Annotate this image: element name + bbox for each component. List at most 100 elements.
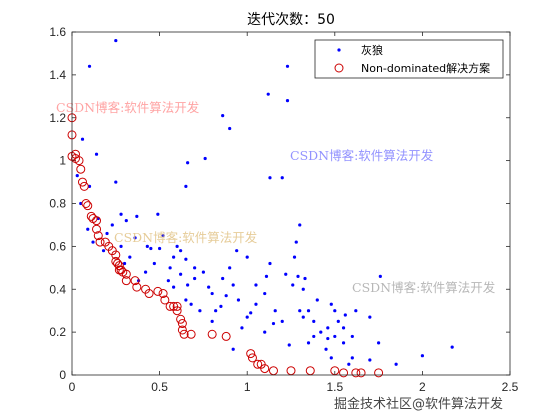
data-point — [287, 343, 291, 347]
y-tick-label: 0 — [59, 368, 66, 382]
data-point — [333, 334, 337, 339]
data-point — [207, 285, 211, 289]
data-point — [168, 266, 172, 270]
data-point — [186, 161, 190, 165]
data-point — [228, 266, 232, 270]
y-axis: 0 0.2 0.4 0.6 0.8 1 1.2 1.4 1.6 — [49, 25, 510, 382]
legend-marker-circle — [334, 63, 344, 73]
data-point — [296, 274, 300, 278]
pareto-point — [286, 366, 296, 376]
data-point — [264, 274, 269, 278]
data-point — [319, 330, 323, 334]
pareto-point — [221, 331, 231, 341]
pareto-point — [81, 199, 91, 208]
pareto-point — [351, 368, 361, 378]
watermark-text: CSDN博客:软件算法开发 — [56, 100, 200, 115]
data-point — [105, 231, 109, 236]
data-point — [221, 114, 225, 118]
data-point — [122, 261, 127, 266]
pareto-point — [172, 301, 182, 311]
data-point — [329, 302, 333, 306]
data-point — [179, 249, 183, 253]
data-point — [368, 315, 372, 319]
pareto-point — [207, 329, 217, 339]
pareto-point — [165, 301, 175, 311]
data-point — [450, 345, 454, 349]
data-point — [292, 255, 297, 259]
data-point — [343, 313, 347, 317]
data-point — [291, 283, 295, 287]
pareto-point — [172, 306, 182, 316]
pareto-point — [78, 177, 88, 187]
data-point — [179, 272, 183, 276]
data-point — [86, 227, 90, 231]
pareto-point — [247, 353, 257, 363]
pareto-point — [374, 368, 384, 378]
pareto-point — [111, 250, 121, 260]
y-tick-label: 0.2 — [49, 325, 66, 339]
pareto-point — [144, 289, 154, 299]
data-point — [161, 234, 165, 238]
pareto-point — [177, 319, 187, 329]
data-point — [114, 38, 118, 43]
data-point — [166, 279, 170, 283]
pareto-point — [121, 276, 131, 286]
data-point — [306, 309, 311, 313]
x-tick-label: 2 — [419, 380, 426, 394]
x-tick-label: 0.5 — [151, 380, 168, 394]
x-axis: 0 0.5 1 1.5 2 2.5 — [69, 32, 519, 394]
data-point — [152, 261, 156, 266]
data-point — [149, 246, 153, 251]
plot-frame — [71, 31, 511, 376]
series-non-dominated — [67, 113, 384, 378]
data-point — [184, 184, 188, 188]
data-point — [245, 255, 249, 259]
watermark-text: CSDN博客:软件算法开发 — [114, 230, 258, 245]
pareto-point — [260, 364, 270, 374]
data-point — [186, 283, 190, 287]
data-point — [280, 176, 284, 180]
x-tick-label: 1.5 — [326, 380, 343, 394]
data-point — [284, 272, 288, 276]
data-point — [326, 326, 330, 330]
data-point — [249, 311, 253, 315]
pareto-point — [93, 231, 103, 241]
data-point — [114, 180, 118, 184]
data-point — [143, 270, 148, 274]
data-point — [158, 246, 162, 251]
data-point — [219, 304, 223, 308]
data-point — [94, 152, 99, 156]
data-point — [329, 356, 333, 360]
data-point — [263, 291, 267, 296]
data-point — [303, 276, 307, 281]
data-point — [280, 319, 284, 324]
data-point — [189, 302, 193, 306]
data-point — [231, 347, 235, 351]
data-point — [221, 276, 225, 281]
data-point — [79, 201, 83, 206]
data-point — [312, 319, 316, 324]
data-point — [285, 99, 290, 103]
pareto-point — [179, 329, 189, 339]
data-point — [156, 212, 160, 216]
pareto-point — [92, 216, 102, 226]
data-point — [193, 276, 197, 281]
data-point — [347, 362, 351, 366]
data-point — [294, 240, 298, 244]
data-point — [184, 298, 188, 302]
legend-marker-dot — [337, 48, 341, 52]
pareto-point — [158, 289, 168, 299]
data-point — [301, 287, 305, 291]
y-tick-label: 1.4 — [49, 68, 66, 82]
data-point — [326, 336, 330, 341]
data-point — [306, 341, 311, 345]
data-point — [87, 64, 92, 68]
data-point — [201, 270, 205, 274]
pareto-point — [86, 211, 96, 221]
pareto-point — [132, 282, 142, 292]
data-point — [214, 309, 218, 313]
data-point — [268, 176, 272, 180]
y-tick-label: 1 — [59, 154, 66, 168]
